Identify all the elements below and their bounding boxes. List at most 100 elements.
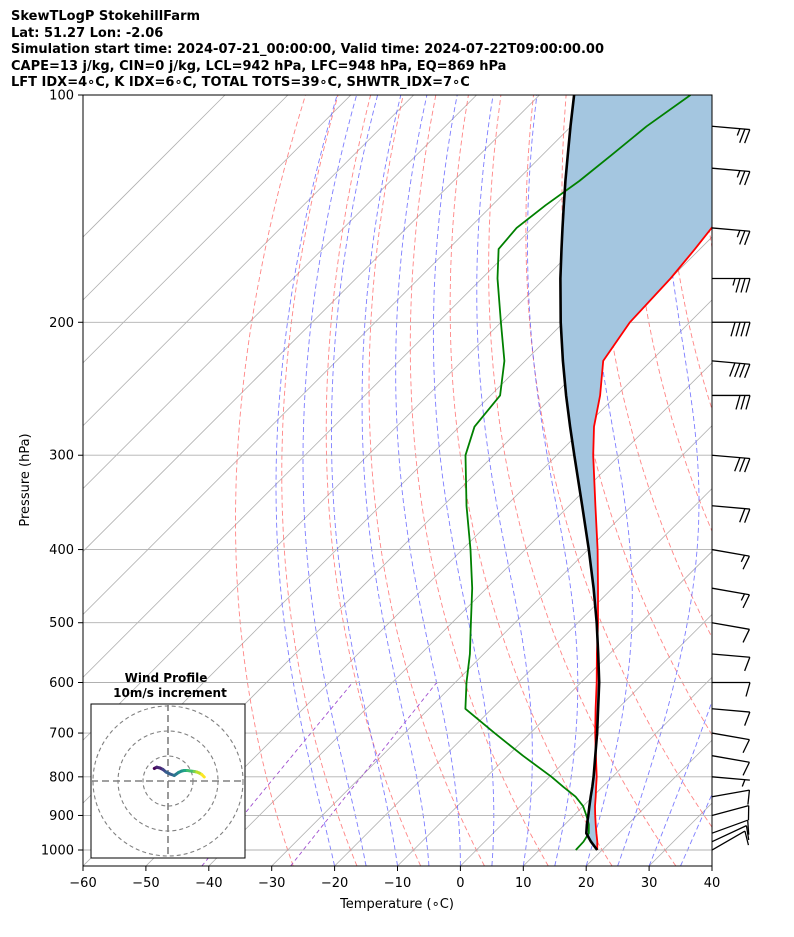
wind-barb-half-flag: [740, 555, 746, 563]
wind-barb-shaft: [711, 622, 750, 630]
wind-barb-shaft: [711, 804, 749, 817]
wind-barb-flag: [744, 129, 751, 144]
wind-barb: [711, 804, 750, 821]
wind-barb-flag: [735, 322, 741, 337]
isotherm: [775, 95, 794, 866]
wind-barb-shaft: [711, 830, 746, 851]
dry-adiabat: [368, 95, 485, 866]
inset-subtitle: 10m/s increment: [113, 686, 227, 700]
wind-barb: [711, 755, 751, 776]
parcel-profile: [559, 95, 601, 851]
wind-barb: [711, 454, 751, 473]
wind-barb-flag: [735, 395, 741, 410]
wind-barb-flag: [735, 278, 741, 293]
axis-ticks: −60 −50 −40 −30 −20 −10 0 10 20 30 40 1000 900 800 700…: [41, 89, 720, 892]
wind-barb-shaft: [711, 548, 750, 557]
moist-adiabat: [527, 95, 579, 866]
wind-barb: [712, 277, 751, 293]
isotherm: [145, 299, 712, 866]
wind-barb-flag: [744, 231, 751, 246]
wind-barbs: [711, 125, 751, 851]
moist-adiabat: [648, 700, 712, 866]
wind-barb-shaft: [711, 789, 750, 798]
title-location: SkewTLogP StokehillFarm: [11, 9, 201, 24]
wind-barb: [711, 825, 750, 843]
wind-barb: [711, 789, 751, 805]
wind-profile-inset: Wind Profile 10m/s increment: [90, 671, 246, 859]
isotherm: [83, 95, 603, 615]
dewpoint-profile: [464, 95, 692, 851]
x-tick-label: 0: [456, 876, 464, 891]
y-tick-label: 300: [49, 449, 74, 464]
y-tick-label: 1000: [41, 844, 74, 859]
x-tick-label: 30: [641, 876, 658, 891]
moist-adiabat: [711, 864, 712, 866]
moist-adiabat: [395, 95, 461, 866]
wind-barb: [711, 830, 750, 851]
moist-adiabat: [361, 95, 430, 866]
isotherm: [83, 95, 289, 301]
x-tick-label: −30: [258, 876, 285, 891]
wind-barb-half-flag: [736, 230, 741, 238]
wind-barb-flag: [740, 395, 746, 410]
wind-barb: [711, 505, 751, 523]
wind-barb-shaft: [711, 825, 747, 843]
title-times: Simulation start time: 2024-07-21_00:00:…: [11, 42, 604, 57]
wind-barb: [711, 708, 751, 726]
wind-barb-shaft: [711, 732, 750, 741]
wind-barb: [711, 653, 751, 672]
y-tick-label: 500: [49, 616, 74, 631]
wind-barb: [711, 227, 751, 246]
dry-adiabat: [663, 95, 712, 411]
wind-barb-flag: [745, 825, 750, 841]
isotherm: [523, 676, 712, 866]
moist-adiabat: [476, 95, 533, 866]
dry-adiabat: [449, 95, 613, 866]
dry-adiabat: [281, 95, 358, 866]
wind-barb-flag: [744, 830, 750, 846]
wind-barb: [712, 394, 751, 410]
wind-barb-flag: [744, 508, 751, 523]
isotherm: [83, 95, 226, 238]
y-tick-label: 800: [49, 770, 74, 785]
x-tick-label: 10: [515, 876, 532, 891]
wind-barb-flag: [739, 170, 746, 185]
isotherm: [83, 95, 477, 490]
wind-barb-half-flag: [736, 128, 741, 136]
wind-barb: [712, 321, 751, 337]
wind-barb-shaft: [711, 227, 750, 232]
wind-barb: [711, 360, 751, 379]
dry-adiabat: [235, 95, 306, 866]
title-indices-lift: LFT IDX=4∘C, K IDX=6∘C, TOTAL TOTS=39∘C,…: [11, 75, 470, 90]
wind-barb-flag: [747, 820, 750, 835]
wind-barb-shaft: [711, 755, 750, 763]
wind-barb-shaft: [711, 360, 750, 365]
wind-barb-flag: [744, 458, 751, 473]
wind-barb-flag: [745, 322, 751, 337]
wind-barb-half-flag: [736, 170, 741, 178]
wind-barb-flag: [739, 128, 746, 143]
wind-barb-shaft: [711, 587, 750, 596]
dry-adiabat: [525, 95, 712, 828]
wind-barb-flag: [739, 363, 746, 378]
y-tick-label: 200: [49, 316, 74, 331]
wind-barb-flag: [739, 508, 746, 523]
wind-barb-flag: [745, 278, 751, 293]
wind-barb: [711, 622, 751, 643]
title-indices-cape: CAPE=13 j/kg, CIN=0 j/kg, LCL=942 hPa, L…: [11, 58, 507, 74]
y-tick-label: 100: [49, 89, 74, 104]
y-axis-label: Pressure (hPa): [18, 433, 33, 526]
isotherm: [83, 95, 540, 553]
wind-barb-flag: [745, 682, 751, 697]
y-tick-label: 600: [49, 676, 74, 691]
isotherm: [711, 865, 712, 866]
wind-barb: [712, 681, 751, 697]
dry-adiabat: [325, 95, 422, 866]
isotherm: [83, 95, 352, 364]
wind-barb: [711, 587, 751, 609]
chart-title-block: SkewTLogP StokehillFarm Lat: 51.27 Lon: …: [11, 9, 604, 92]
wind-barb-flag: [742, 761, 751, 776]
wind-barb-flag: [739, 230, 746, 245]
x-tick-label: −40: [195, 876, 222, 891]
